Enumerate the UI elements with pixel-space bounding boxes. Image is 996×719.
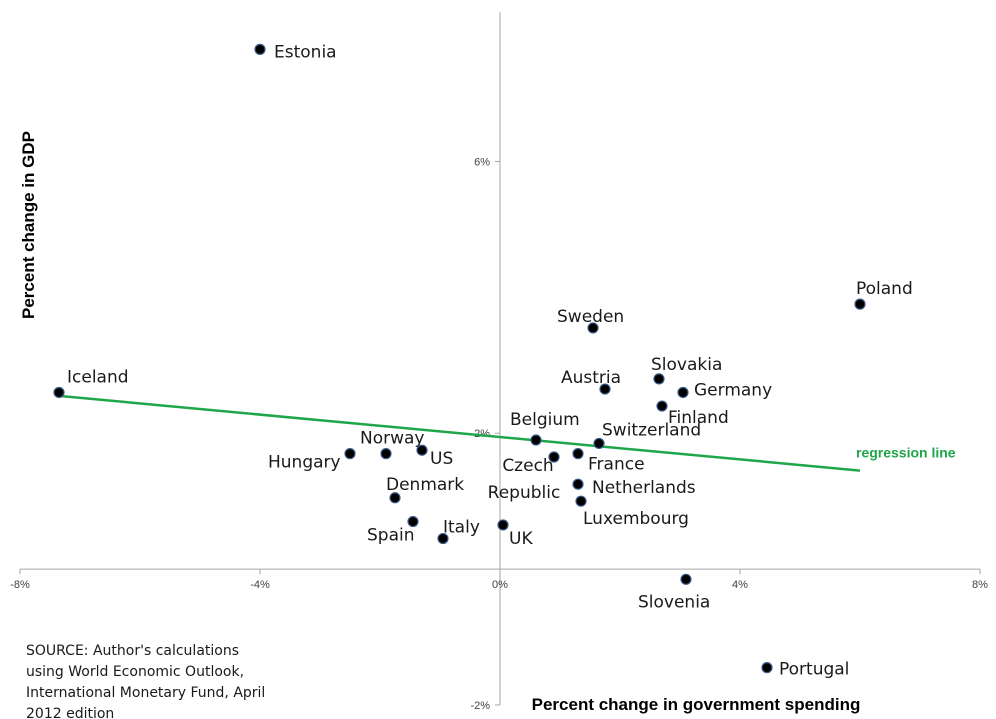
data-point xyxy=(548,451,560,463)
data-point xyxy=(407,515,419,528)
regression-line-label: regression line xyxy=(856,445,956,461)
point-label: Norway xyxy=(360,429,425,449)
point-label: US xyxy=(430,449,453,469)
point-label: Belgium xyxy=(510,410,580,430)
points-group: Estonia Poland Sweden Iceland Slovakia Austri… xyxy=(53,42,913,680)
data-point xyxy=(575,495,587,507)
x-tick-label: 0% xyxy=(492,579,508,591)
point-label: Czech Republic xyxy=(488,456,561,503)
regression-group: regression line xyxy=(58,394,956,472)
data-point xyxy=(572,448,584,460)
x-tick-label: 4% xyxy=(732,579,748,591)
y-tick-label: -2% xyxy=(470,700,490,712)
x-tick-label: -8% xyxy=(10,579,30,591)
point-label: Portugal xyxy=(779,660,849,680)
axes: -8%-4%0%4%8%6%2%-2% xyxy=(10,12,988,712)
data-point xyxy=(656,400,668,412)
data-point xyxy=(344,448,356,460)
x-tick-label: 8% xyxy=(972,579,988,591)
data-point xyxy=(587,322,599,334)
x-axis-title: Percent change in government spending xyxy=(532,695,861,714)
data-point xyxy=(677,386,689,399)
data-point xyxy=(599,383,611,395)
y-axis-title: Percent change in GDP xyxy=(19,131,38,319)
data-point xyxy=(389,492,401,504)
data-point xyxy=(593,437,605,450)
data-point xyxy=(572,478,584,490)
data-point xyxy=(254,43,266,55)
data-point xyxy=(680,573,692,585)
data-point xyxy=(380,448,392,460)
point-label: Iceland xyxy=(67,367,129,387)
data-point xyxy=(416,444,428,456)
point-label: Poland xyxy=(856,279,913,299)
point-label: Slovakia xyxy=(651,355,722,375)
data-point xyxy=(854,298,866,310)
point-label: Netherlands xyxy=(592,478,696,498)
point-label: Sweden xyxy=(557,307,624,327)
point-label: Denmark xyxy=(386,475,464,495)
point-label: Hungary xyxy=(268,453,341,473)
point-label: Germany xyxy=(694,380,772,400)
point-label: Switzerland xyxy=(602,420,701,440)
x-tick-label: -4% xyxy=(250,579,270,591)
point-label: Luxembourg xyxy=(583,509,689,529)
data-point xyxy=(497,519,509,531)
y-tick-label: 6% xyxy=(474,156,490,168)
point-label: Austria xyxy=(561,368,621,388)
source-annotation: SOURCE: Author's calculations using World… xyxy=(26,643,265,719)
point-label: UK xyxy=(509,529,533,549)
data-point xyxy=(53,386,65,399)
point-label: Estonia xyxy=(274,42,337,62)
point-label: France xyxy=(588,455,645,475)
point-label: Spain xyxy=(367,526,415,546)
data-point xyxy=(653,373,665,385)
data-point xyxy=(530,434,542,446)
point-label: Italy xyxy=(443,518,480,538)
data-point xyxy=(761,662,773,674)
point-label: Finland xyxy=(668,408,729,428)
regression-line xyxy=(58,394,861,472)
data-point xyxy=(437,532,449,545)
point-label: Slovenia xyxy=(638,592,710,612)
